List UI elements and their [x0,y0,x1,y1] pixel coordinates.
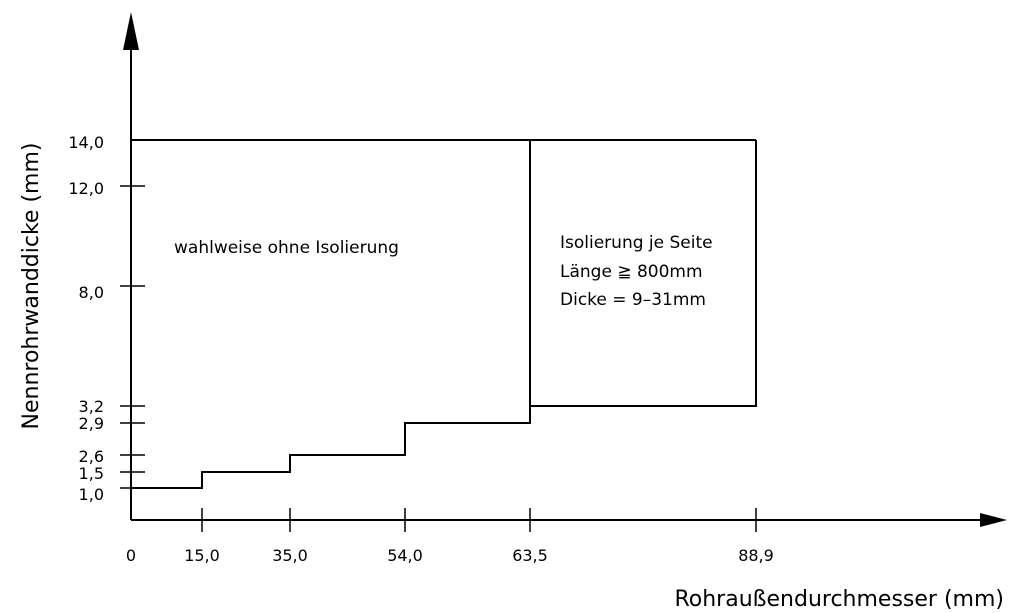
region-right-line-3: Dicke = 9–31mm [560,290,706,310]
y-tick-label: 2,9 [79,414,104,433]
region-right-line-1: Isolierung je Seite [560,233,713,253]
x-tick-label: 35,0 [272,546,308,565]
x-tick-label: 15,0 [184,546,220,565]
x-tick-label: 88,9 [738,546,774,565]
y-tick-label: 1,5 [79,464,104,483]
y-ticks: 1,0 1,5 2,6 2,9 3,2 8,0 12,0 14,0 [68,133,145,504]
y-tick-label: 1,0 [79,485,104,504]
x-axis-arrowhead [980,513,1007,527]
staircase-boundary [131,140,531,489]
y-tick-label: 12,0 [68,179,104,198]
y-axis-title: Nennrohrwanddicke (mm) [19,143,44,430]
x-tick-label: 63,5 [512,546,548,565]
x-axis-title: Rohraußendurchmesser (mm) [674,587,1004,612]
y-tick-label: 14,0 [68,133,104,152]
y-tick-label: 3,2 [79,397,104,416]
x-tick-label: 0 [126,546,136,565]
insulation-region-boundary [530,140,757,407]
y-tick-label: 8,0 [79,283,104,302]
x-tick-label: 54,0 [387,546,423,565]
x-ticks: 0 15,0 35,0 54,0 63,5 88,9 [126,508,774,565]
y-tick-label: 2,6 [79,447,104,466]
region-left-label: wahlweise ohne Isolierung [174,238,399,258]
region-right-line-2: Länge ≧ 800mm [560,262,703,282]
y-axis-arrowhead [123,12,139,50]
